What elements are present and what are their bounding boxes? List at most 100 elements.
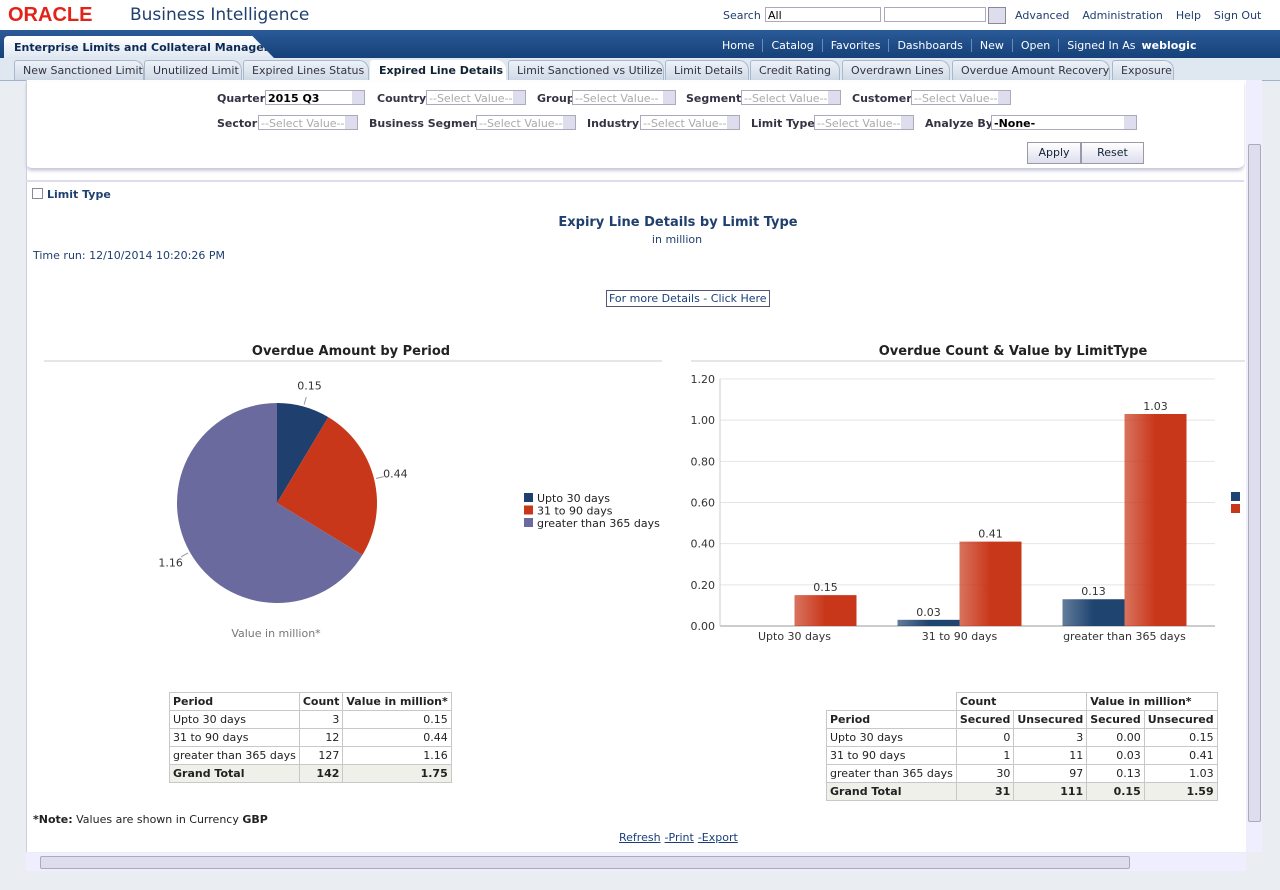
column-header: Period	[826, 710, 957, 729]
tab[interactable]: Overdue Amount Recovery	[952, 60, 1110, 80]
filter-select[interactable]: --Select Value--	[911, 90, 1011, 105]
tab[interactable]: Limit Sanctioned vs Utilized	[508, 60, 664, 80]
tab[interactable]: Exposure I	[1112, 60, 1174, 80]
table-cell: greater than 365 days	[826, 764, 957, 783]
app-tab: Enterprise Limits and Collateral Managem…	[4, 36, 274, 58]
chart-title: Overdue Count & Value by LimitType	[879, 344, 1148, 359]
filter-select[interactable]: 2015 Q3	[265, 90, 365, 105]
footer-link[interactable]: -Print	[664, 831, 694, 844]
column-header: Count	[955, 692, 1088, 711]
table-cell: 0	[955, 728, 1015, 747]
filter-select[interactable]: --Select Value--	[640, 115, 740, 130]
table-cell: 0.44	[342, 728, 452, 747]
footer-link[interactable]: Refresh	[619, 831, 661, 844]
footer-links: Refresh -Print -Export	[619, 831, 742, 844]
table-cell: 1.03	[1143, 764, 1218, 783]
menu-item[interactable]: Open	[1020, 39, 1060, 52]
filter-select[interactable]: --Select Value--	[741, 90, 841, 105]
tab[interactable]: Overdrawn Lines	[842, 60, 950, 80]
search-input[interactable]	[884, 7, 986, 22]
header-row: Period Secured Unsecured Secured Unsecured	[826, 710, 1218, 729]
menu-item[interactable]: Home	[722, 39, 764, 52]
bar	[1124, 413, 1187, 626]
filter-button[interactable]: Apply	[1027, 142, 1081, 164]
footer-link[interactable]: -Export	[697, 831, 738, 844]
header-links: Advanced Administration Help Sign Out	[1015, 9, 1274, 22]
logo: ORACLE	[8, 4, 93, 26]
menu: Home Catalog Favorites Dashboards New Open Sig…	[722, 39, 1196, 52]
table-cell: 0.41	[1143, 746, 1218, 765]
header: ORACLE Business Intelligence Search All …	[0, 0, 1280, 30]
header-link[interactable]: Advanced	[1015, 9, 1070, 22]
menu-item[interactable]: Dashboards	[897, 39, 972, 52]
x-tick-label: greater than 365 days	[1063, 630, 1186, 643]
v-scrollbar[interactable]	[1246, 80, 1262, 852]
y-tick-label: 0.20	[691, 579, 716, 592]
tab[interactable]: Expired Lines Status	[243, 60, 369, 80]
filter-select[interactable]: --Select Value--	[426, 90, 526, 105]
table-cell: Grand Total	[169, 764, 300, 783]
tab[interactable]: Limit Details	[665, 60, 749, 80]
table-row: greater than 365 days 30 97 0.13 1.03	[826, 764, 1218, 783]
menu-item[interactable]: Catalog	[771, 39, 823, 52]
table-row: Upto 30 days 3 0.15	[169, 710, 452, 729]
column-header: Value in million*	[342, 692, 452, 711]
data-label: 0.13	[1081, 585, 1106, 598]
table-cell: 0.15	[342, 710, 452, 729]
x-tick-label: 31 to 90 days	[922, 630, 998, 643]
data-label: 0.15	[813, 581, 838, 594]
tab[interactable]: Expired Line Details	[370, 60, 506, 80]
h-thumb[interactable]	[40, 856, 1130, 869]
table-cell: Upto 30 days	[169, 710, 300, 729]
tab[interactable]: Unutilized Limit	[144, 60, 242, 80]
table-cell: Grand Total	[826, 782, 957, 801]
filter-select[interactable]: --Select Value--	[572, 90, 676, 105]
filter-label: Industry	[587, 117, 640, 130]
chart-title: Overdue Amount by Period	[252, 344, 450, 359]
header-link[interactable]: Help	[1175, 9, 1201, 22]
filter-label: Segment	[686, 92, 742, 105]
menu-item[interactable]: Favorites	[830, 39, 890, 52]
filter-select[interactable]: --Select Value--	[258, 115, 358, 130]
table-cell: 127	[298, 746, 344, 765]
filter-select[interactable]: --Select Value--	[814, 115, 914, 130]
note-text: Values are shown in Currency	[76, 813, 239, 826]
filter-select[interactable]: -None-	[991, 115, 1137, 130]
bar	[1062, 599, 1125, 626]
data-table: Count Value in million* Period Secured Unsec…	[826, 692, 1218, 801]
table-row: Grand Total 31 111 0.15 1.59	[826, 782, 1218, 801]
table-cell: Upto 30 days	[826, 728, 957, 747]
h-scrollbar[interactable]	[26, 853, 1246, 871]
table-cell: 1	[955, 746, 1015, 765]
report-title: Expiry Line Details by Limit Type	[558, 215, 798, 230]
v-thumb[interactable]	[1248, 144, 1261, 822]
tab[interactable]: New Sanctioned Limit	[14, 60, 144, 80]
search-scope[interactable]: All	[765, 7, 881, 22]
user-name[interactable]: weblogic	[1141, 39, 1197, 52]
filter-select[interactable]: --Select Value--	[476, 115, 576, 130]
details-link[interactable]: For more Details - Click Here	[606, 290, 770, 307]
collapse-icon[interactable]	[32, 188, 43, 199]
filter-label: Customer	[852, 92, 912, 105]
y-tick-label: 0.40	[691, 538, 716, 551]
bar	[794, 595, 857, 626]
table-cell: 31 to 90 days	[169, 728, 300, 747]
signed-in-label: Signed In As	[1067, 39, 1136, 52]
y-tick-label: 0.80	[691, 455, 716, 468]
column-header: Secured	[955, 710, 1015, 729]
search-go[interactable]	[988, 7, 1006, 24]
section-title: Limit Type	[47, 188, 111, 201]
filter-label: Analyze By	[925, 117, 993, 130]
tab[interactable]: Credit Rating	[750, 60, 840, 80]
legend-label: 31 to 90 days	[537, 505, 613, 518]
header-link[interactable]: Sign Out	[1213, 9, 1262, 22]
leader-line	[180, 552, 189, 558]
pie-slice	[277, 403, 329, 503]
legend-swatch	[524, 505, 533, 515]
header-link[interactable]: Administration	[1082, 9, 1163, 22]
filter-label: Quarter	[217, 92, 266, 105]
filter-label: Country	[377, 92, 427, 105]
filter-button[interactable]: Reset	[1081, 142, 1144, 164]
menu-item[interactable]: New	[979, 39, 1013, 52]
table-row: 31 to 90 days 12 0.44	[169, 728, 452, 747]
